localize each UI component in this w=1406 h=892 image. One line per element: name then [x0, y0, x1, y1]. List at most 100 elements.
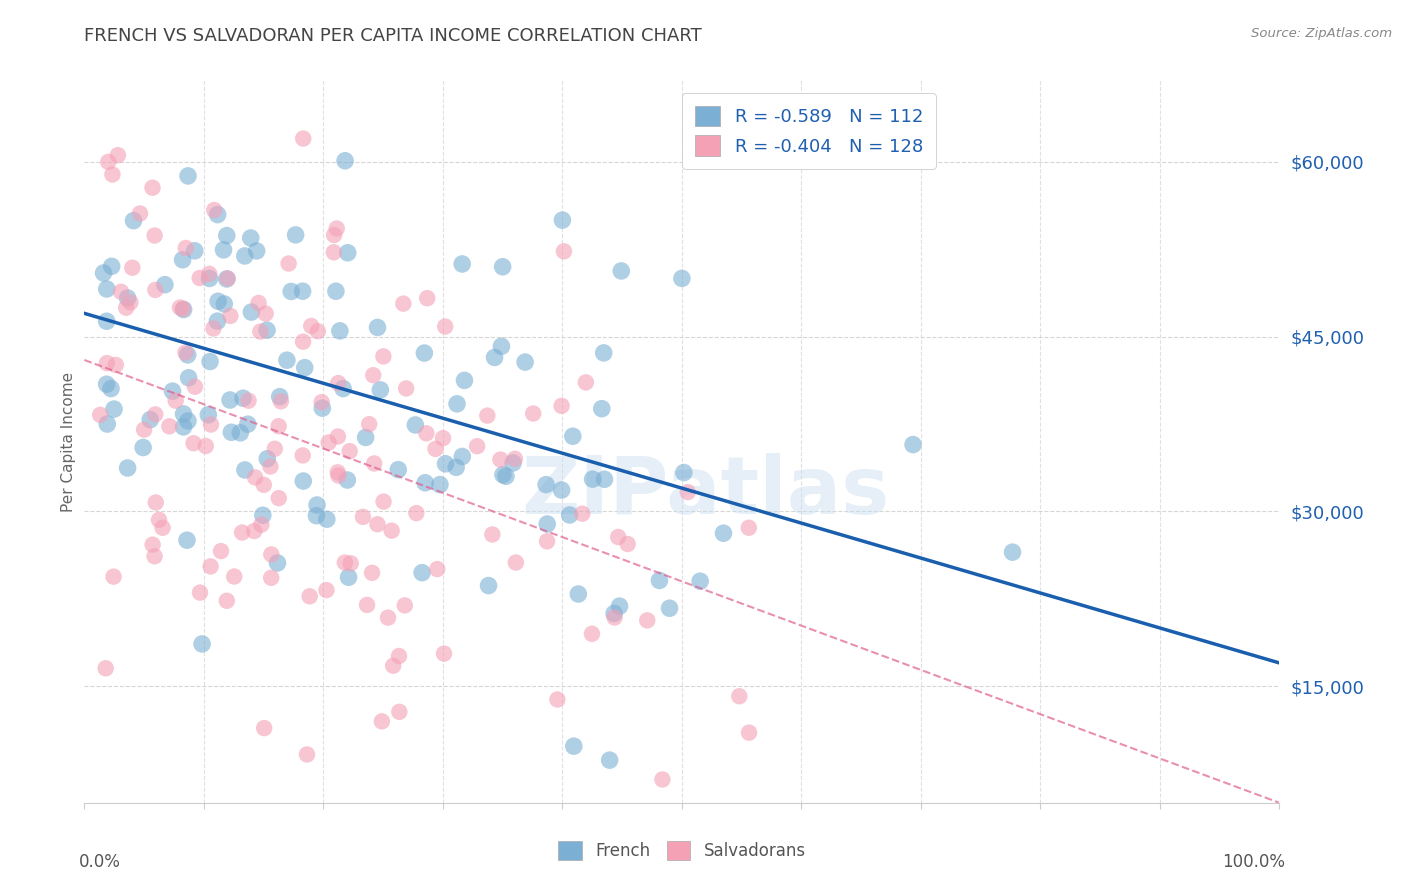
- Point: [165, 393, 187, 408]
- Point: [221, 425, 243, 440]
- Point: [1001, 545, 1024, 559]
- Point: [172, 301, 194, 316]
- Point: [291, 449, 314, 463]
- Point: [370, 383, 392, 397]
- Point: [339, 557, 361, 571]
- Y-axis label: Per Capita Income: Per Capita Income: [60, 371, 76, 512]
- Point: [492, 260, 515, 274]
- Point: [292, 131, 315, 145]
- Point: [198, 271, 221, 285]
- Point: [503, 451, 526, 466]
- Point: [359, 417, 381, 432]
- Point: [581, 627, 603, 641]
- Point: [326, 429, 349, 443]
- Point: [183, 244, 205, 258]
- Point: [129, 206, 152, 220]
- Point: [217, 271, 239, 285]
- Point: [107, 148, 129, 162]
- Point: [363, 457, 385, 471]
- Point: [177, 414, 200, 428]
- Point: [337, 570, 360, 584]
- Point: [481, 527, 503, 541]
- Point: [292, 334, 315, 349]
- Point: [280, 285, 302, 299]
- Point: [607, 530, 630, 544]
- Point: [361, 566, 384, 580]
- Point: [253, 478, 276, 492]
- Point: [394, 599, 416, 613]
- Point: [404, 417, 426, 432]
- Point: [593, 472, 616, 486]
- Point: [207, 208, 229, 222]
- Point: [413, 475, 436, 490]
- Point: [93, 266, 115, 280]
- Point: [434, 319, 457, 334]
- Point: [738, 725, 761, 739]
- Point: [173, 407, 195, 421]
- Point: [489, 452, 512, 467]
- Point: [96, 417, 118, 431]
- Point: [332, 382, 354, 396]
- Point: [145, 283, 167, 297]
- Point: [444, 460, 467, 475]
- Point: [122, 213, 145, 227]
- Point: [477, 578, 499, 592]
- Point: [197, 408, 219, 422]
- Point: [188, 585, 211, 599]
- Point: [333, 556, 356, 570]
- Point: [551, 213, 574, 227]
- Point: [236, 417, 259, 432]
- Point: [207, 294, 229, 309]
- Point: [546, 692, 568, 706]
- Point: [522, 407, 544, 421]
- Point: [299, 318, 322, 333]
- Point: [315, 583, 337, 598]
- Point: [246, 244, 269, 258]
- Point: [266, 556, 288, 570]
- Point: [174, 345, 197, 359]
- Point: [174, 241, 197, 255]
- Point: [120, 295, 142, 310]
- Point: [96, 377, 118, 392]
- Point: [477, 409, 499, 423]
- Point: [354, 430, 377, 444]
- Point: [100, 260, 122, 274]
- Point: [571, 507, 593, 521]
- Point: [356, 598, 378, 612]
- Point: [238, 393, 260, 408]
- Point: [194, 439, 217, 453]
- Point: [143, 228, 166, 243]
- Point: [173, 302, 195, 317]
- Point: [240, 305, 263, 319]
- Point: [534, 477, 557, 491]
- Point: [212, 243, 235, 257]
- Point: [453, 373, 475, 387]
- Point: [284, 227, 307, 242]
- Point: [433, 647, 456, 661]
- Point: [250, 517, 273, 532]
- Point: [689, 574, 711, 589]
- Point: [243, 524, 266, 538]
- Legend: French, Salvadorans: French, Salvadorans: [551, 834, 813, 867]
- Point: [176, 533, 198, 548]
- Point: [609, 599, 631, 614]
- Point: [328, 468, 350, 483]
- Point: [256, 323, 278, 337]
- Point: [143, 408, 166, 422]
- Point: [558, 508, 581, 522]
- Point: [738, 521, 761, 535]
- Point: [256, 451, 278, 466]
- Point: [224, 569, 246, 583]
- Point: [575, 376, 598, 390]
- Point: [491, 339, 513, 353]
- Point: [550, 399, 572, 413]
- Point: [172, 252, 194, 267]
- Point: [177, 371, 200, 385]
- Point: [139, 412, 162, 426]
- Point: [636, 613, 658, 627]
- Point: [148, 513, 170, 527]
- Point: [96, 314, 118, 328]
- Point: [183, 436, 205, 450]
- Point: [305, 508, 328, 523]
- Point: [322, 245, 344, 260]
